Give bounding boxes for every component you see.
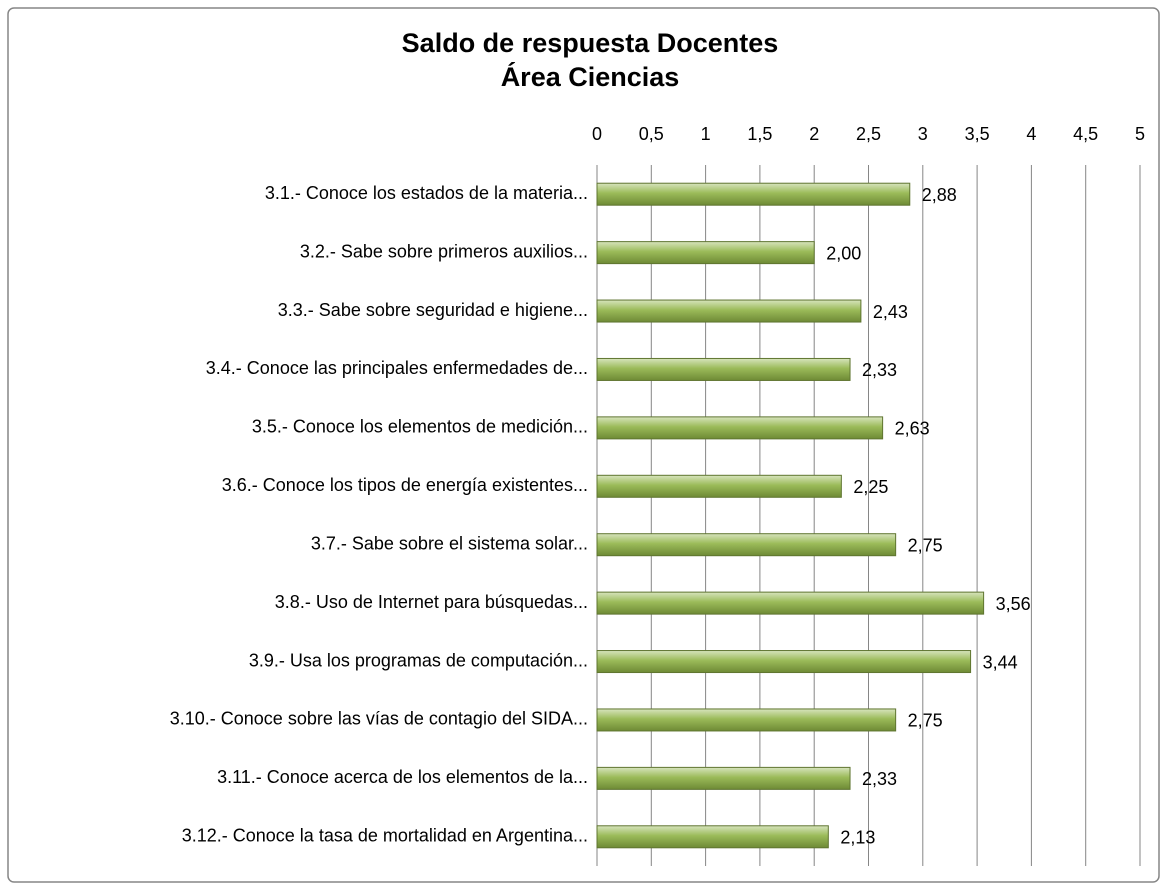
data-label: 3,56 <box>996 594 1031 614</box>
y-tick-label: 3.6.- Conoce los tipos de energía existe… <box>222 475 588 495</box>
x-tick-label: 3,5 <box>965 124 990 144</box>
bar <box>596 474 842 498</box>
bar <box>596 241 815 265</box>
data-label: 2,75 <box>908 711 943 731</box>
data-label: 2,43 <box>873 302 908 322</box>
bar <box>596 591 985 615</box>
bar <box>596 416 884 440</box>
chart-title: Área Ciencias <box>501 61 680 92</box>
y-tick-label: 3.7.- Sabe sobre el sistema solar... <box>311 533 588 553</box>
bar <box>596 825 829 849</box>
x-tick-label: 5 <box>1135 124 1145 144</box>
bar <box>596 299 862 323</box>
bar <box>596 533 897 557</box>
y-tick-label: 3.1.- Conoce los estados de la materia..… <box>265 183 588 203</box>
y-tick-label: 3.4.- Conoce las principales enfermedade… <box>206 358 588 378</box>
y-tick-label: 3.12.- Conoce la tasa de mortalidad en A… <box>182 826 588 846</box>
y-tick-label: 3.9.- Usa los programas de computación..… <box>249 650 588 670</box>
data-label: 2,63 <box>895 419 930 439</box>
y-tick-label: 3.11.- Conoce acerca de los elementos de… <box>217 767 588 787</box>
x-tick-label: 1,5 <box>747 124 772 144</box>
y-tick-label: 3.5.- Conoce los elementos de medición..… <box>252 417 588 437</box>
bar <box>596 182 911 206</box>
data-label: 2,00 <box>826 243 861 263</box>
data-label: 2,88 <box>922 185 957 205</box>
x-tick-label: 3 <box>918 124 928 144</box>
x-tick-label: 0 <box>592 124 602 144</box>
data-label: 2,25 <box>853 477 888 497</box>
data-label: 2,75 <box>908 535 943 555</box>
x-tick-label: 0,5 <box>639 124 664 144</box>
y-tick-label: 3.2.- Sabe sobre primeros auxilios... <box>300 241 588 261</box>
y-tick-label: 3.8.- Uso de Internet para búsquedas... <box>275 592 588 612</box>
x-tick-label: 2,5 <box>856 124 881 144</box>
x-tick-label: 4,5 <box>1073 124 1098 144</box>
data-label: 2,33 <box>862 769 897 789</box>
data-label: 2,13 <box>840 828 875 848</box>
x-tick-label: 1 <box>701 124 711 144</box>
bar <box>596 766 851 790</box>
bar <box>596 650 972 674</box>
x-tick-label: 4 <box>1026 124 1036 144</box>
y-tick-label: 3.3.- Sabe sobre seguridad e higiene... <box>278 300 588 320</box>
y-tick-label: 3.10.- Conoce sobre las vías de contagio… <box>170 709 588 729</box>
x-tick-label: 2 <box>809 124 819 144</box>
bar <box>596 708 897 732</box>
chart-title: Saldo de respuesta Docentes <box>402 28 779 58</box>
data-label: 2,33 <box>862 360 897 380</box>
data-label: 3,44 <box>983 652 1018 672</box>
bar <box>596 357 851 381</box>
